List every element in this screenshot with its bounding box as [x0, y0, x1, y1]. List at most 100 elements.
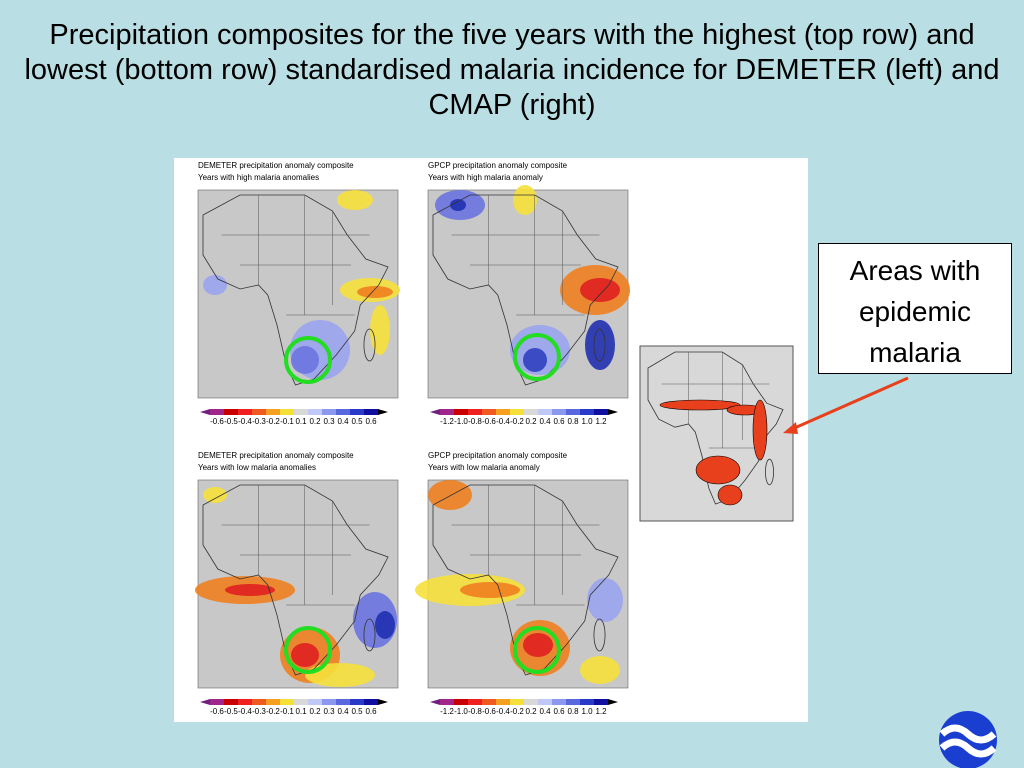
colorbar-segment [224, 699, 238, 705]
colorbar-label: -0.1 [280, 707, 294, 716]
madagascar [765, 458, 774, 486]
colorbar-label: 0.6 [365, 707, 377, 716]
inset-map [639, 345, 794, 522]
colorbar-label: -0.6 [210, 707, 224, 716]
anomaly-area [580, 656, 620, 684]
colorbar-label: -0.3 [252, 417, 266, 426]
colorbar-segment [280, 699, 294, 705]
colorbar-segment [552, 409, 566, 415]
colorbar-end [378, 409, 388, 415]
colorbar-label: 1.2 [595, 707, 607, 716]
colorbar-segment [524, 699, 538, 705]
colorbar-label: 0.1 [295, 417, 307, 426]
panel-heading: DEMETER precipitation anomaly composite [198, 451, 354, 460]
colorbar-segment [524, 409, 538, 415]
colorbar-end [608, 409, 618, 415]
colorbar-label: 1.0 [581, 417, 593, 426]
colorbar-label: 0.5 [351, 417, 363, 426]
anomaly-area [450, 199, 466, 211]
colorbar-label: -0.5 [224, 417, 238, 426]
colorbar-segment [482, 699, 496, 705]
colorbar-segment [538, 699, 552, 705]
colorbar-segment [594, 409, 608, 415]
continent-outline [202, 484, 389, 676]
colorbar-end [200, 699, 210, 705]
colorbar-label: -0.4 [496, 417, 510, 426]
colorbar-label: 0.2 [525, 417, 537, 426]
madagascar [593, 618, 606, 652]
highlight-circle [284, 336, 332, 384]
colorbar-segment [440, 699, 454, 705]
colorbar-segment [308, 699, 322, 705]
colorbar-segment [496, 699, 510, 705]
arrow-head [783, 422, 798, 434]
colorbar-segment [252, 409, 266, 415]
colorbar-label: 1.0 [581, 707, 593, 716]
colorbar-segment [322, 699, 336, 705]
anomaly-area [523, 633, 553, 657]
colorbar-segment [210, 699, 224, 705]
colorbar-segment [294, 699, 308, 705]
anomaly-area [357, 286, 393, 298]
colorbar-segment [280, 409, 294, 415]
anomaly-area [428, 480, 472, 510]
colorbar-end [378, 699, 388, 705]
colorbar-label: 0.3 [323, 707, 335, 716]
anomaly-area [580, 278, 620, 302]
continent-outline [202, 194, 389, 386]
colorbar-end [430, 409, 440, 415]
colorbar-label: -1.2 [440, 707, 454, 716]
colorbar-segment [566, 409, 580, 415]
colorbar-label: 0.4 [337, 417, 349, 426]
panel-subheading: Years with high malaria anomalies [198, 173, 319, 182]
panel-heading: GPCP precipitation anomaly composite [428, 451, 568, 460]
colorbar-label: -0.6 [482, 417, 496, 426]
panel-subheading: Years with low malaria anomalies [198, 463, 316, 472]
colorbar-segment [510, 409, 524, 415]
panel-subheading: Years with high malaria anomaly [428, 173, 543, 182]
colorbar-label: -0.4 [238, 417, 252, 426]
highlight-circle [513, 626, 561, 674]
colorbar-segment [266, 409, 280, 415]
colorbar-label: -0.1 [280, 417, 294, 426]
colorbar-label: 0.6 [553, 707, 565, 716]
colorbar-label: 0.2 [309, 707, 321, 716]
madagascar [363, 618, 376, 652]
anomaly-area [375, 611, 395, 639]
colorbar-label: -0.2 [510, 417, 524, 426]
colorbar-label: 0.6 [365, 417, 377, 426]
map-panel: GPCP precipitation anomaly composite Year… [427, 161, 630, 426]
callout: Areas with epidemic malaria [818, 243, 1012, 374]
anomaly-area [225, 584, 275, 596]
colorbar-segment [538, 409, 552, 415]
colorbar-label: 0.4 [337, 707, 349, 716]
colorbar-label: 0.8 [567, 417, 579, 426]
colorbar-segment [322, 409, 336, 415]
anomaly-area [337, 190, 373, 210]
inset-drawing [647, 351, 784, 506]
colorbar-label: 0.6 [553, 417, 565, 426]
colorbar-segment [350, 409, 364, 415]
colorbar-segment [294, 409, 308, 415]
colorbar-end [430, 699, 440, 705]
colorbar-segment [440, 409, 454, 415]
anomaly-area [305, 663, 375, 687]
anomaly-area [203, 487, 227, 503]
colorbar-label: -0.2 [510, 707, 524, 716]
epidemic-area [752, 399, 768, 461]
colorbar-segment [336, 699, 350, 705]
anomaly-area [460, 582, 520, 598]
colorbar-segment [336, 409, 350, 415]
colorbar-segment [496, 409, 510, 415]
colorbar-segment [580, 409, 594, 415]
epidemic-area [717, 484, 743, 506]
colorbar-end [608, 699, 618, 705]
colorbar-segment [468, 699, 482, 705]
colorbar-label: 0.5 [351, 707, 363, 716]
madagascar [593, 328, 606, 362]
colorbar-segment [350, 699, 364, 705]
colorbar-segment [238, 699, 252, 705]
map-panel: DEMETER precipitation anomaly composite Y… [197, 161, 400, 426]
